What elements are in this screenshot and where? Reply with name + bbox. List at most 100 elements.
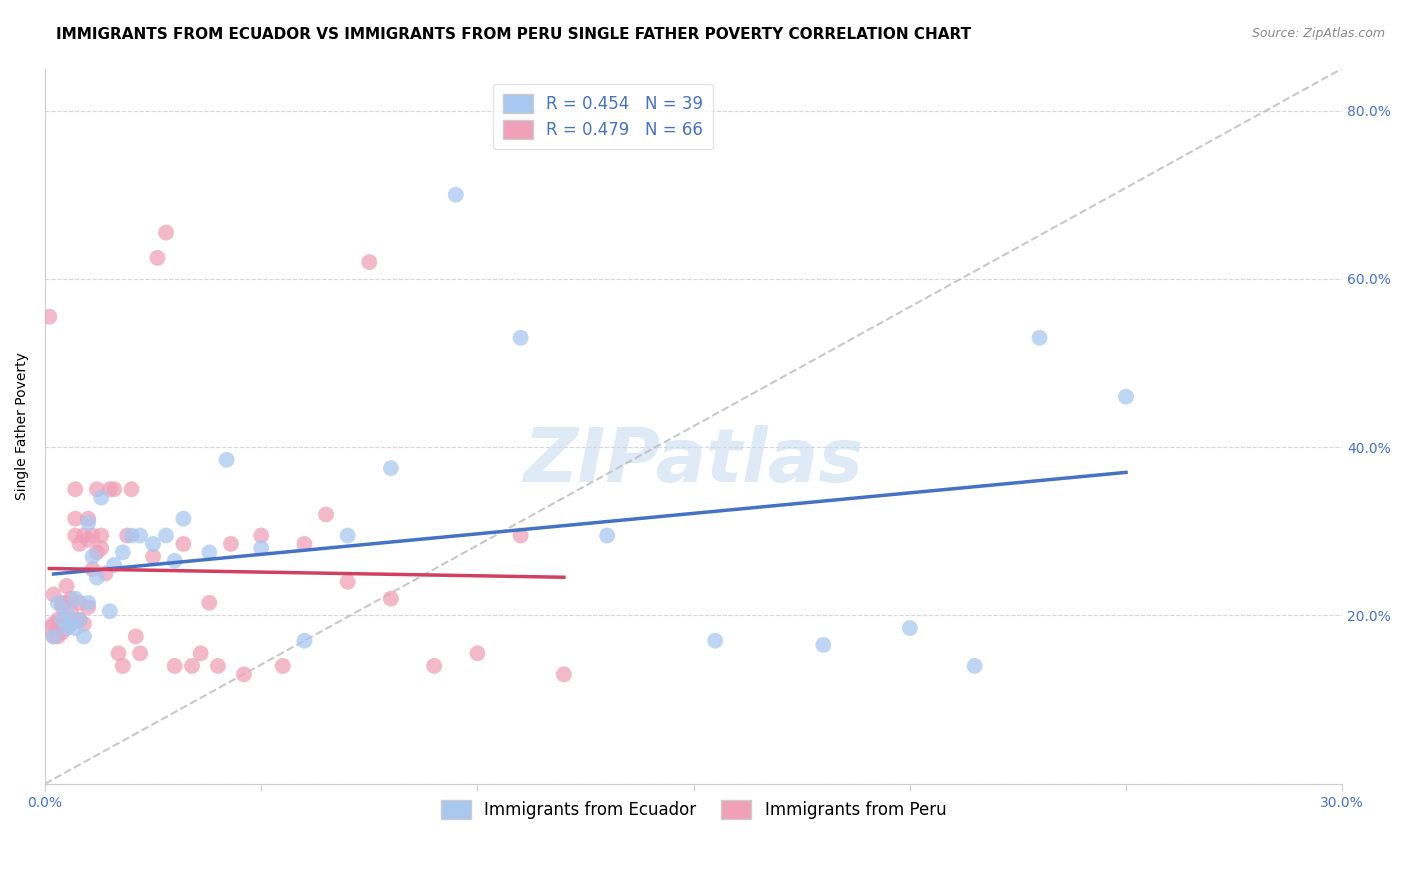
Point xyxy=(51,596,73,610)
Point xyxy=(65,482,87,496)
Point xyxy=(115,528,138,542)
Point xyxy=(90,528,112,542)
Point xyxy=(59,616,82,631)
Point xyxy=(65,591,87,606)
Point xyxy=(55,596,77,610)
Point xyxy=(59,613,82,627)
Point xyxy=(509,528,531,542)
Point xyxy=(596,528,619,542)
Point xyxy=(65,528,87,542)
Point xyxy=(73,616,96,631)
Point xyxy=(77,596,100,610)
Point xyxy=(51,625,73,640)
Point xyxy=(38,621,60,635)
Point xyxy=(103,482,125,496)
Text: Source: ZipAtlas.com: Source: ZipAtlas.com xyxy=(1251,27,1385,40)
Point xyxy=(42,616,65,631)
Point xyxy=(172,511,194,525)
Point xyxy=(1115,390,1137,404)
Point xyxy=(129,646,152,660)
Point xyxy=(73,528,96,542)
Point xyxy=(69,613,91,627)
Point xyxy=(98,604,121,618)
Point xyxy=(142,537,165,551)
Point xyxy=(42,630,65,644)
Point xyxy=(553,667,575,681)
Point xyxy=(103,558,125,572)
Point xyxy=(86,571,108,585)
Point xyxy=(42,587,65,601)
Point xyxy=(509,331,531,345)
Point xyxy=(98,482,121,496)
Point xyxy=(963,659,986,673)
Point xyxy=(46,596,69,610)
Point xyxy=(82,562,104,576)
Point xyxy=(111,545,134,559)
Point xyxy=(55,613,77,627)
Point xyxy=(125,630,148,644)
Point xyxy=(294,633,316,648)
Point xyxy=(94,566,117,581)
Point xyxy=(336,574,359,589)
Point xyxy=(336,528,359,542)
Point xyxy=(77,516,100,530)
Point xyxy=(467,646,489,660)
Point xyxy=(215,452,238,467)
Point xyxy=(107,646,129,660)
Point xyxy=(250,528,273,542)
Point xyxy=(155,226,177,240)
Point xyxy=(86,482,108,496)
Point xyxy=(59,591,82,606)
Point xyxy=(51,613,73,627)
Point xyxy=(129,528,152,542)
Point xyxy=(46,630,69,644)
Point xyxy=(294,537,316,551)
Point xyxy=(51,600,73,615)
Legend: Immigrants from Ecuador, Immigrants from Peru: Immigrants from Ecuador, Immigrants from… xyxy=(434,793,953,825)
Point xyxy=(69,613,91,627)
Point xyxy=(250,541,273,556)
Point xyxy=(181,659,204,673)
Point xyxy=(232,667,254,681)
Text: ZIPatlas: ZIPatlas xyxy=(523,425,863,499)
Point xyxy=(219,537,242,551)
Point xyxy=(1028,331,1050,345)
Point xyxy=(813,638,835,652)
Point xyxy=(142,549,165,564)
Point xyxy=(73,630,96,644)
Point xyxy=(120,482,142,496)
Point xyxy=(55,621,77,635)
Point xyxy=(207,659,229,673)
Point xyxy=(163,554,186,568)
Point xyxy=(120,528,142,542)
Point xyxy=(146,251,169,265)
Point xyxy=(42,630,65,644)
Point xyxy=(198,545,221,559)
Point xyxy=(69,537,91,551)
Point xyxy=(55,604,77,618)
Point xyxy=(704,633,727,648)
Point xyxy=(82,528,104,542)
Point xyxy=(423,659,446,673)
Point xyxy=(65,511,87,525)
Point xyxy=(38,310,60,324)
Point xyxy=(82,549,104,564)
Point xyxy=(315,508,337,522)
Point xyxy=(380,591,402,606)
Point xyxy=(77,533,100,547)
Point xyxy=(69,596,91,610)
Point xyxy=(65,621,87,635)
Point xyxy=(359,255,381,269)
Point xyxy=(55,579,77,593)
Point xyxy=(198,596,221,610)
Point xyxy=(155,528,177,542)
Point xyxy=(59,604,82,618)
Y-axis label: Single Father Poverty: Single Father Poverty xyxy=(15,352,30,500)
Text: IMMIGRANTS FROM ECUADOR VS IMMIGRANTS FROM PERU SINGLE FATHER POVERTY CORRELATIO: IMMIGRANTS FROM ECUADOR VS IMMIGRANTS FR… xyxy=(56,27,972,42)
Point xyxy=(46,621,69,635)
Point xyxy=(111,659,134,673)
Point xyxy=(172,537,194,551)
Point xyxy=(77,511,100,525)
Point xyxy=(444,187,467,202)
Point xyxy=(190,646,212,660)
